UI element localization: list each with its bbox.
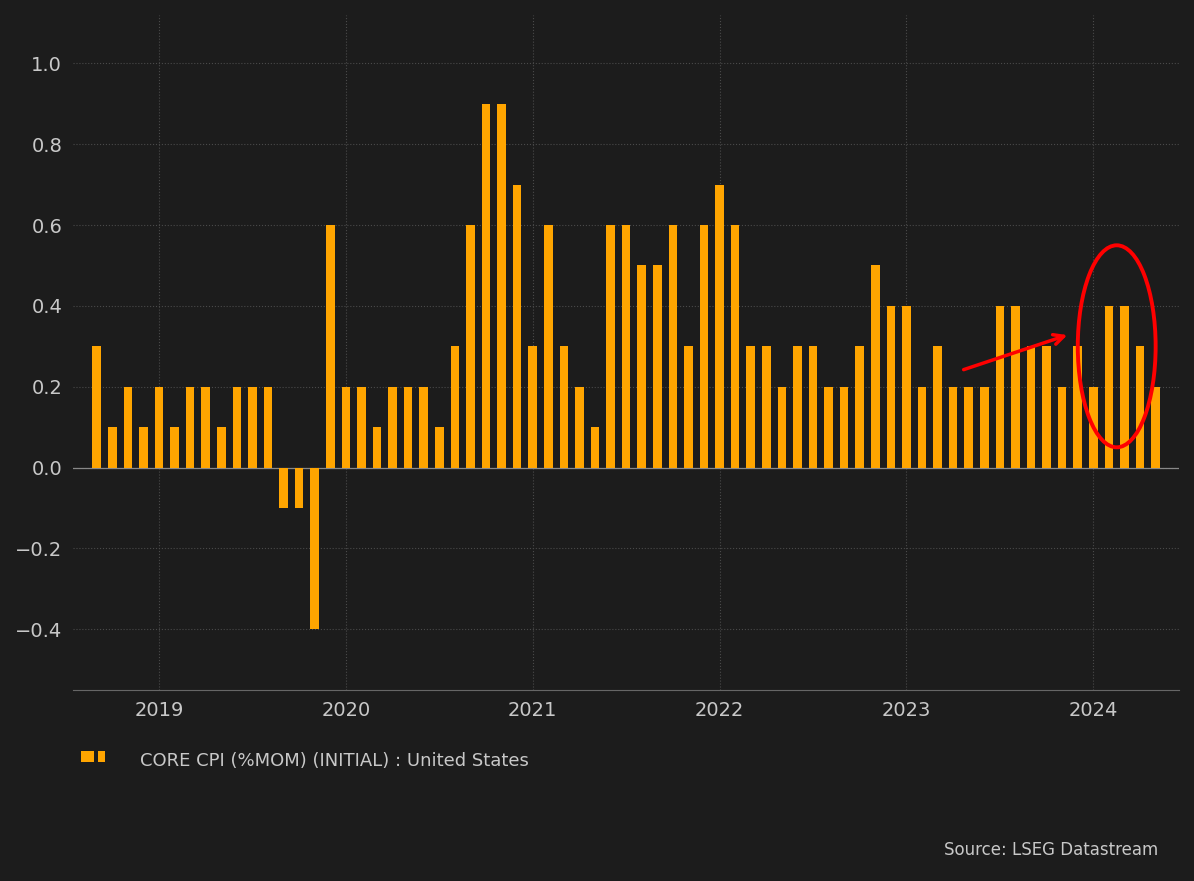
Bar [777,387,786,468]
Bar [918,387,927,468]
Bar [202,387,210,468]
Bar [965,387,973,468]
Bar [607,225,615,468]
Bar [872,265,880,468]
Bar [746,346,755,468]
Bar [949,387,958,468]
Bar [529,346,537,468]
Bar [295,468,303,508]
Bar [1104,306,1113,468]
Bar [544,225,553,468]
Bar [653,265,661,468]
Legend: CORE CPI (%MOM) (INITIAL) : United States: CORE CPI (%MOM) (INITIAL) : United State… [73,744,536,777]
Bar [1151,387,1159,468]
Bar [669,225,677,468]
Bar [731,225,739,468]
Bar [481,104,491,468]
Bar [684,346,693,468]
Bar [107,427,117,468]
Bar [140,427,148,468]
Bar [248,387,257,468]
Bar [498,104,506,468]
Bar [264,387,272,468]
Bar [388,387,396,468]
Bar [1073,346,1082,468]
Bar [124,387,133,468]
Bar [934,346,942,468]
Bar [513,185,522,468]
Bar [576,387,584,468]
Bar [638,265,646,468]
Bar [1135,346,1144,468]
Bar [839,387,849,468]
Bar [1120,306,1128,468]
Bar [700,225,708,468]
Bar [341,387,350,468]
Bar [715,185,724,468]
Bar [591,427,599,468]
Text: Source: LSEG Datastream: Source: LSEG Datastream [944,841,1158,859]
Bar [404,387,412,468]
Bar [233,387,241,468]
Bar [808,346,818,468]
Bar [435,427,444,468]
Bar [171,427,179,468]
Bar [1089,387,1097,468]
Bar [279,468,288,508]
Bar [326,225,334,468]
Bar [1058,387,1066,468]
Bar [793,346,801,468]
Bar [186,387,195,468]
Bar [155,387,164,468]
Bar [903,306,911,468]
Bar [357,387,365,468]
Bar [560,346,568,468]
Bar [373,427,381,468]
Bar [310,468,319,629]
Bar [996,306,1004,468]
Bar [980,387,989,468]
Bar [450,346,460,468]
Bar [762,346,770,468]
Bar [1042,346,1051,468]
Bar [887,306,896,468]
Bar [1027,346,1035,468]
Bar [1011,306,1020,468]
Bar [466,225,475,468]
Bar [855,346,864,468]
Bar [217,427,226,468]
Bar [419,387,427,468]
Bar [824,387,833,468]
Bar [622,225,630,468]
Bar [92,346,101,468]
